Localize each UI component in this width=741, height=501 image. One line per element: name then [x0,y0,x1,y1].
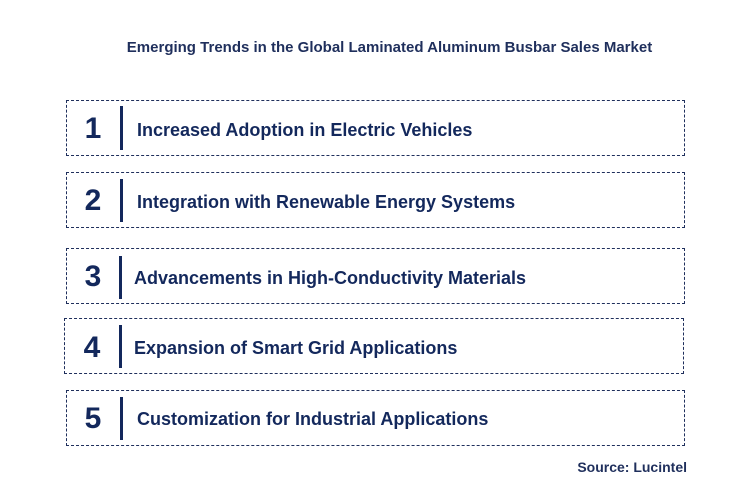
trend-number-1: 1 [84,112,102,145]
trend-divider-4 [119,325,122,368]
trend-box-2 [66,172,685,228]
trend-label-2: Integration with Renewable Energy System… [137,192,516,212]
trend-divider-5 [120,397,123,440]
trend-label-4: Expansion of Smart Grid Applications [134,338,458,358]
trend-label-5: Customization for Industrial Application… [137,409,489,429]
trend-divider-2 [120,179,123,222]
trend-label-3: Advancements in High-Conductivity Materi… [134,268,527,288]
trend-divider-1 [120,106,123,150]
trend-box-5 [66,390,685,446]
trend-number-3: 3 [84,260,102,293]
trend-label-1: Increased Adoption in Electric Vehicles [137,120,473,140]
trend-box-1 [66,100,685,156]
diagram-title: Emerging Trends in the Global Laminated … [126,39,653,56]
trend-number-2: 2 [84,184,102,217]
trend-box-4 [64,318,684,374]
source-label: Source: Lucintel [577,459,687,475]
trend-box-3 [66,248,685,304]
trend-divider-3 [119,256,122,299]
trend-number-5: 5 [84,402,102,435]
trend-number-4: 4 [83,331,101,364]
